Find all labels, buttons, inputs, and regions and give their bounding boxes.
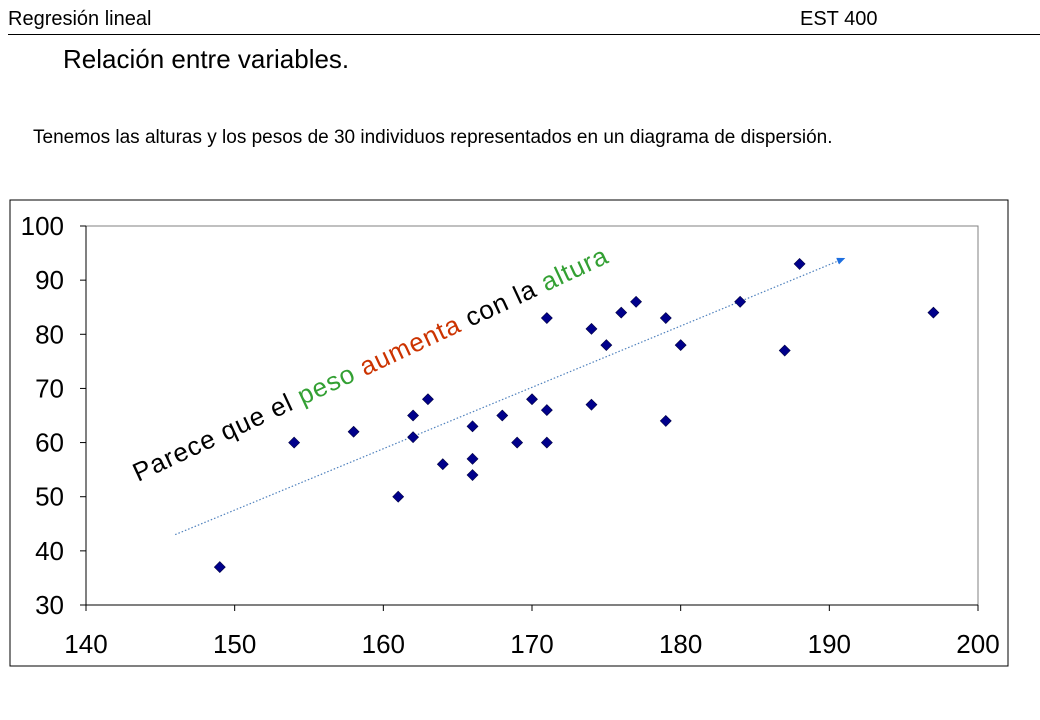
x-tick-label: 200 bbox=[956, 629, 999, 659]
y-tick-label: 80 bbox=[35, 319, 64, 349]
data-point bbox=[496, 409, 509, 422]
x-tick-label: 180 bbox=[659, 629, 702, 659]
data-point bbox=[466, 420, 479, 433]
x-tick-label: 170 bbox=[510, 629, 553, 659]
data-point bbox=[659, 414, 672, 427]
data-point bbox=[659, 312, 672, 324]
data-point bbox=[540, 436, 553, 449]
header-course-code: EST 400 bbox=[800, 8, 878, 30]
data-point bbox=[927, 306, 940, 319]
slide-title: Relación entre variables. bbox=[63, 44, 350, 74]
y-tick-label: 100 bbox=[21, 211, 64, 241]
data-point bbox=[466, 469, 479, 481]
trend-arrow bbox=[174, 257, 846, 536]
data-point bbox=[511, 436, 524, 449]
y-tick-label: 30 bbox=[35, 590, 64, 620]
data-point bbox=[793, 257, 806, 270]
intro-paragraph: Tenemos las alturas y los pesos de 30 in… bbox=[33, 127, 833, 148]
data-point bbox=[288, 436, 301, 449]
x-tick-label: 150 bbox=[213, 629, 256, 659]
x-tick-label: 190 bbox=[808, 629, 851, 659]
data-point bbox=[778, 344, 791, 357]
data-point bbox=[436, 458, 449, 471]
data-point bbox=[407, 409, 419, 422]
data-point bbox=[615, 306, 628, 319]
header-course-title: Regresión lineal bbox=[8, 8, 152, 30]
data-point bbox=[526, 393, 538, 406]
data-point bbox=[734, 295, 747, 308]
y-tick-label: 90 bbox=[35, 265, 64, 295]
y-tick-label: 60 bbox=[35, 428, 64, 458]
chart-frame bbox=[9, 199, 1009, 667]
data-point bbox=[674, 339, 687, 352]
data-point bbox=[466, 452, 479, 465]
x-tick-label: 140 bbox=[64, 629, 107, 659]
data-point bbox=[407, 431, 419, 444]
x-tick-label: 160 bbox=[362, 629, 405, 659]
y-tick-label: 70 bbox=[35, 373, 64, 403]
data-point bbox=[585, 398, 598, 411]
data-point bbox=[347, 425, 360, 438]
data-point bbox=[600, 339, 613, 352]
header-divider bbox=[8, 34, 1040, 35]
data-point bbox=[585, 322, 598, 335]
data-point bbox=[213, 561, 226, 574]
data-point bbox=[540, 404, 553, 417]
data-point bbox=[392, 490, 405, 503]
data-point bbox=[540, 312, 553, 324]
data-point bbox=[422, 393, 434, 406]
data-point bbox=[630, 295, 642, 308]
y-tick-label: 50 bbox=[35, 482, 64, 512]
y-tick-label: 40 bbox=[35, 536, 64, 566]
